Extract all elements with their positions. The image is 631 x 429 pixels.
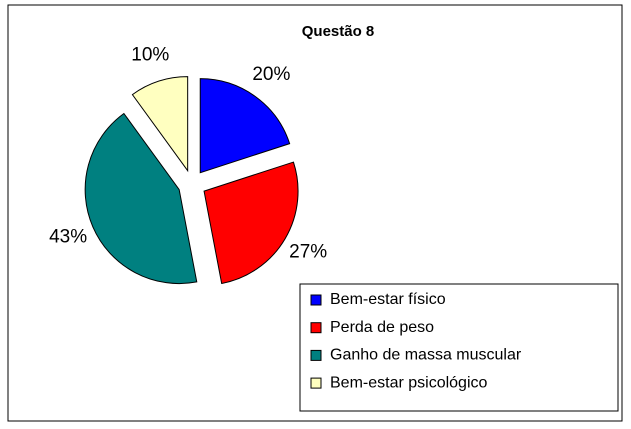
legend-label: Bem-estar psicológico xyxy=(330,374,488,391)
slice-label: 10% xyxy=(131,45,169,66)
pie-slice xyxy=(203,161,299,285)
legend-box xyxy=(299,283,619,412)
chart-title: Questão 8 xyxy=(302,23,375,40)
legend-swatch xyxy=(310,294,322,306)
legend-label: Perda de peso xyxy=(330,319,434,336)
legend-label: Bem-estar físico xyxy=(330,291,446,308)
pie-slice xyxy=(84,112,198,285)
pie-slice xyxy=(199,78,291,174)
slice-label: 20% xyxy=(252,64,290,85)
slice-label: 27% xyxy=(289,242,327,263)
legend-swatch xyxy=(310,377,322,389)
legend-swatch xyxy=(310,349,322,361)
legend-label: Ganho de massa muscular xyxy=(330,347,522,364)
pie-slice xyxy=(131,76,189,173)
slice-label: 43% xyxy=(49,227,87,248)
legend-swatch xyxy=(310,322,322,334)
